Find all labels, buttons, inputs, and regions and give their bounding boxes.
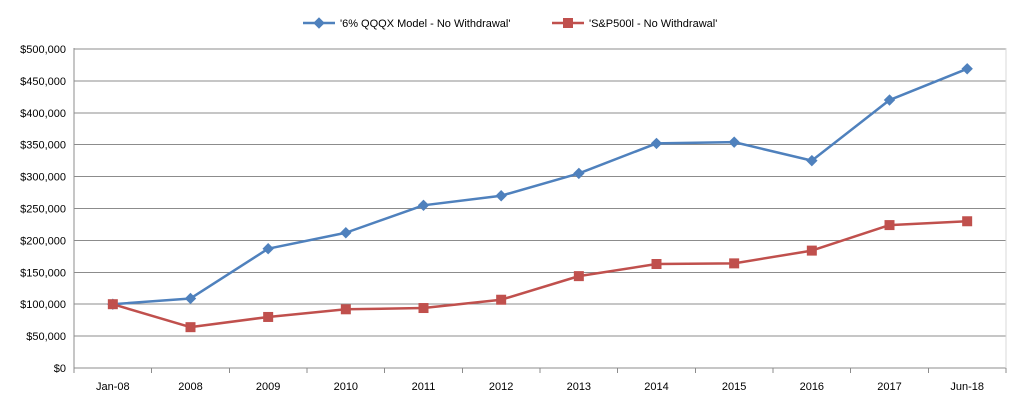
- series-2: [107, 216, 973, 333]
- x-tick-label: 2013: [567, 381, 591, 393]
- data-point: [495, 190, 507, 202]
- y-tick-label: $100,000: [20, 299, 66, 311]
- y-tick-label: $0: [54, 363, 66, 375]
- y-tick-label: $500,000: [20, 44, 66, 56]
- legend-label: 'S&P500l - No Withdrawal': [589, 18, 717, 30]
- data-point: [883, 94, 896, 106]
- y-tick-label: $50,000: [26, 331, 66, 343]
- x-tick-label: 2017: [877, 381, 901, 393]
- data-point: [313, 17, 325, 29]
- data-point: [418, 303, 429, 314]
- y-tick-label: $400,000: [20, 108, 66, 120]
- series-line: [112, 220, 968, 329]
- x-tick-label: 2015: [722, 381, 746, 393]
- data-point: [729, 258, 740, 269]
- series-group: [107, 63, 973, 333]
- data-point: [184, 292, 197, 305]
- data-point: [573, 167, 585, 180]
- x-tick-label: 2016: [800, 381, 824, 393]
- x-tick-label: 2008: [178, 381, 202, 393]
- x-tick-label: 2010: [334, 381, 358, 393]
- data-point: [107, 299, 118, 310]
- data-point: [806, 154, 818, 167]
- y-tick-label: $200,000: [20, 235, 66, 247]
- gridlines: [74, 48, 1006, 337]
- y-tick-label: $450,000: [20, 76, 66, 88]
- data-point: [961, 63, 973, 75]
- data-point: [262, 242, 274, 255]
- data-point: [263, 311, 274, 322]
- axes: [73, 48, 1007, 369]
- data-point: [650, 137, 663, 150]
- data-point: [417, 199, 430, 212]
- x-tick-label: Jun-18: [950, 381, 984, 393]
- legend-item-1: '6% QQQX Model - No Withdrawal': [303, 17, 510, 30]
- data-point: [340, 304, 351, 315]
- x-tick-label: 2009: [256, 381, 280, 393]
- data-point: [806, 245, 817, 256]
- y-tick-label: $150,000: [20, 267, 66, 279]
- data-point: [651, 259, 662, 270]
- x-tick-label: Jan-08: [96, 381, 130, 393]
- data-point: [340, 227, 352, 239]
- data-point: [563, 18, 573, 28]
- y-tick-label: $350,000: [20, 140, 66, 152]
- series-line: [112, 67, 968, 306]
- data-point: [962, 216, 973, 227]
- legend-item-2: 'S&P500l - No Withdrawal': [552, 18, 717, 30]
- x-tick-label: 2011: [412, 381, 436, 393]
- data-point: [496, 294, 507, 305]
- legend: '6% QQQX Model - No Withdrawal' 'S&P500l …: [303, 17, 717, 30]
- y-axis-tick-labels: $0 $50,000 $100,000 $150,000 $200,000 $250,00…: [20, 44, 66, 375]
- data-point: [573, 271, 584, 282]
- data-point: [728, 136, 740, 148]
- y-tick-label: $250,000: [20, 204, 66, 216]
- data-point: [884, 220, 895, 231]
- data-point: [185, 322, 196, 333]
- legend-label: '6% QQQX Model - No Withdrawal': [340, 18, 510, 30]
- x-axis-tick-labels: Jan-08 2008 2009 2010 2011 2012 2013 2014 2015 20…: [73, 368, 1007, 393]
- y-tick-label: $300,000: [20, 172, 66, 184]
- x-tick-label: 2012: [489, 381, 513, 393]
- x-tick-label: 2014: [644, 381, 668, 393]
